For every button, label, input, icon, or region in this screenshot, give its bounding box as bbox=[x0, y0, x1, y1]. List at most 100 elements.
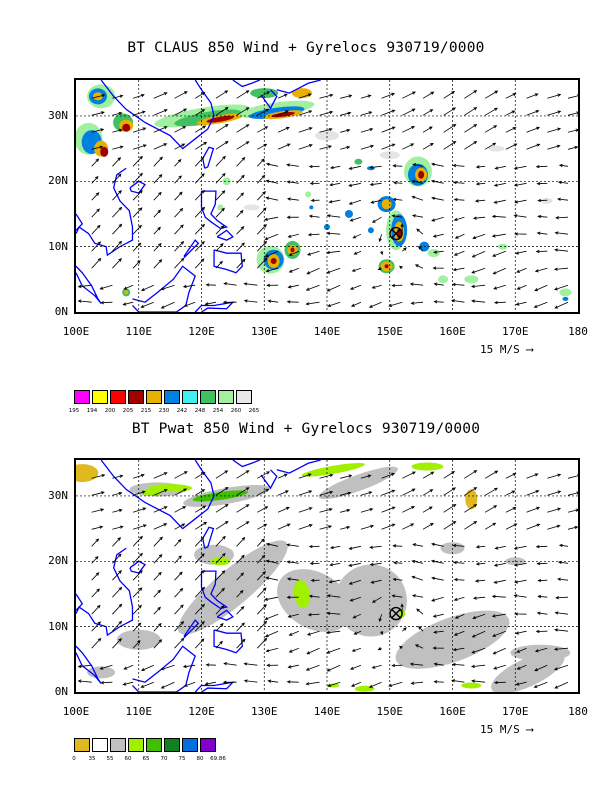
wind-vector bbox=[493, 182, 506, 187]
colorbar-label: 75 bbox=[178, 756, 186, 762]
wind-vector bbox=[267, 679, 279, 683]
wind-vector bbox=[112, 474, 124, 479]
wind-vector bbox=[505, 127, 517, 133]
wind-vector bbox=[326, 214, 341, 218]
wind-vector bbox=[257, 191, 266, 201]
wind-vector bbox=[153, 606, 161, 615]
colorbar-label: 242 bbox=[176, 408, 188, 414]
wind-vector bbox=[286, 595, 299, 599]
latitude-label: 20N bbox=[48, 554, 68, 568]
wind-vector bbox=[328, 579, 341, 584]
shaded-region bbox=[562, 296, 569, 301]
wind-vector bbox=[470, 284, 486, 288]
wind-vector bbox=[140, 284, 154, 291]
colorbar-label: 70 bbox=[160, 756, 168, 762]
wind-vector bbox=[174, 620, 185, 632]
wind-vector bbox=[298, 473, 312, 479]
coastline bbox=[76, 645, 102, 684]
wind-vector bbox=[493, 300, 506, 305]
wind-vector bbox=[319, 525, 333, 530]
wind-vector bbox=[516, 664, 527, 670]
wind-vector bbox=[330, 545, 341, 550]
wind-vector bbox=[472, 613, 486, 620]
wind-vector bbox=[132, 473, 145, 479]
wind-vector bbox=[286, 215, 299, 219]
wind-vector bbox=[215, 140, 229, 150]
colorbar-label: 200 bbox=[104, 408, 116, 414]
wind-vector bbox=[410, 301, 424, 305]
shaded-region bbox=[324, 224, 330, 231]
wind-vector bbox=[370, 199, 382, 204]
coastline bbox=[132, 645, 197, 692]
wind-vector bbox=[352, 613, 362, 619]
wind-vector bbox=[360, 508, 374, 513]
wind-vector bbox=[554, 628, 569, 632]
wind-vector bbox=[194, 586, 206, 598]
longitude-label: 170E bbox=[502, 325, 529, 338]
wind-vector bbox=[132, 110, 146, 116]
wind-vector bbox=[277, 143, 291, 150]
wind-vector bbox=[287, 613, 299, 618]
wind-vector bbox=[305, 664, 320, 671]
wind-vector bbox=[112, 508, 123, 513]
wind-vector bbox=[351, 647, 362, 652]
wind-vector bbox=[287, 233, 299, 238]
wind-vector bbox=[236, 504, 250, 513]
shaded-region bbox=[100, 146, 109, 157]
colorbar-swatch bbox=[92, 738, 108, 752]
wind-vector bbox=[360, 144, 375, 150]
wind-vector bbox=[153, 259, 163, 269]
shaded-region bbox=[76, 464, 99, 483]
wind-vector bbox=[514, 232, 527, 236]
wind-vector bbox=[328, 199, 341, 204]
colorbar-label: 194 bbox=[86, 408, 98, 414]
wind-vector bbox=[265, 162, 279, 167]
wind-vector bbox=[132, 224, 142, 235]
wind-vector bbox=[412, 214, 424, 218]
wind-vector bbox=[453, 250, 465, 256]
wind-vector bbox=[132, 490, 146, 496]
wind-vector bbox=[236, 606, 245, 615]
wind-vector bbox=[91, 158, 100, 167]
wind-vector bbox=[534, 284, 548, 292]
wind-vector bbox=[257, 637, 268, 649]
wind-vector bbox=[132, 93, 145, 99]
wind-vector bbox=[308, 544, 320, 549]
wind-vector bbox=[263, 596, 279, 601]
shaded-region bbox=[427, 249, 440, 258]
wind-vector bbox=[174, 571, 183, 581]
wind-vector bbox=[306, 267, 320, 275]
wind-vector bbox=[215, 486, 229, 496]
wind-vector bbox=[132, 535, 143, 547]
wind-vector bbox=[350, 681, 362, 687]
wind-vector bbox=[443, 520, 457, 530]
wind-vector bbox=[132, 507, 147, 513]
wind-vector bbox=[471, 267, 486, 274]
wind-vector bbox=[326, 594, 341, 598]
wind-vector bbox=[236, 589, 244, 598]
wind-vector bbox=[286, 197, 299, 201]
wind-vector bbox=[369, 182, 382, 187]
claus-map-canvas bbox=[76, 80, 578, 312]
wind-vector bbox=[453, 198, 465, 202]
wind-vector bbox=[194, 536, 205, 547]
colorbar-swatch bbox=[110, 390, 126, 404]
wind-vector bbox=[91, 208, 100, 218]
wind-vector bbox=[112, 206, 123, 218]
colorbar-label: 265 bbox=[248, 408, 260, 414]
wind-vector bbox=[112, 586, 123, 598]
wind-vector bbox=[513, 214, 527, 218]
wind-vector bbox=[326, 647, 341, 654]
shaded-region bbox=[411, 462, 444, 471]
wind-vector bbox=[392, 577, 403, 582]
wind-vector bbox=[474, 579, 486, 583]
wind-vector bbox=[513, 165, 527, 170]
wind-vector bbox=[474, 199, 486, 203]
colorbar-swatch bbox=[92, 390, 108, 404]
wind-vector bbox=[567, 491, 578, 496]
wind-vector bbox=[493, 199, 506, 204]
wind-vector bbox=[417, 625, 424, 632]
longitude-label: 110E bbox=[125, 705, 153, 718]
wind-vector bbox=[409, 282, 424, 286]
wind-vector bbox=[402, 627, 407, 632]
